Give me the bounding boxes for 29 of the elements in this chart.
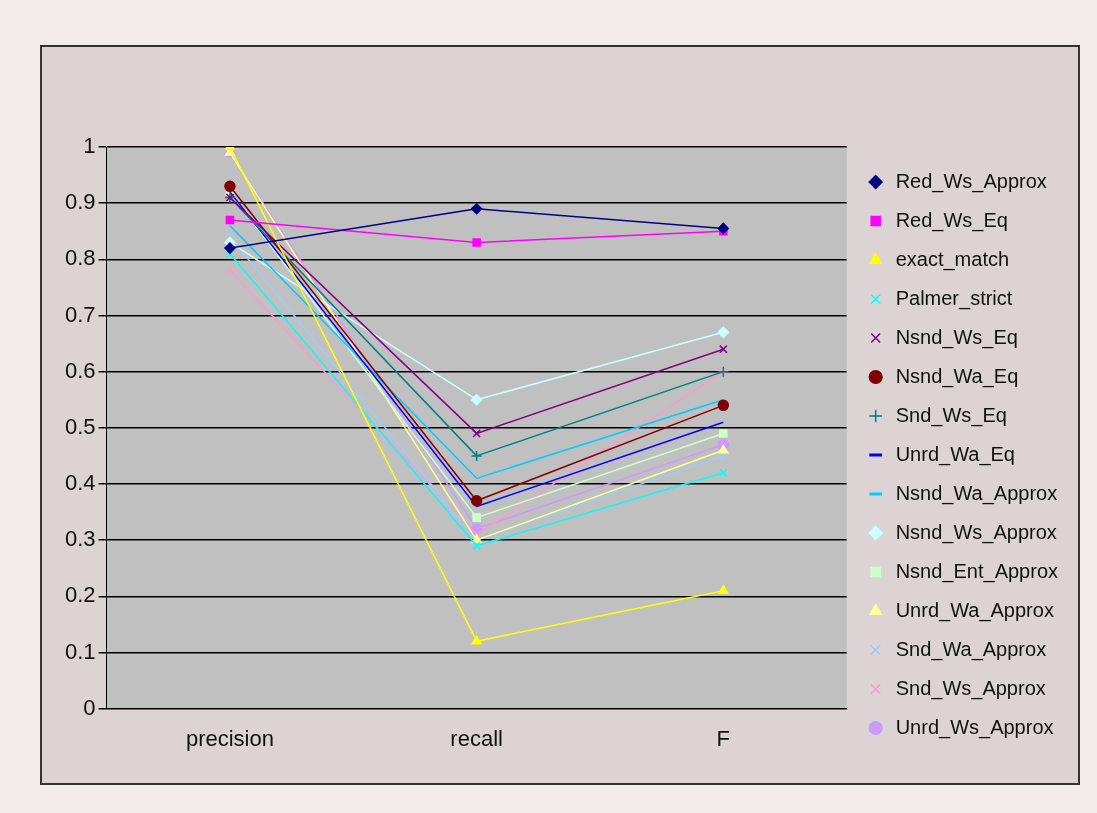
- legend-label: Nsnd_Wa_Eq: [895, 364, 1019, 388]
- y-tick-label: 0.7: [64, 301, 96, 327]
- x-tick-label: recall: [450, 725, 503, 751]
- legend-label: Palmer_strict: [895, 286, 1013, 310]
- x-tick-label: precision: [185, 725, 274, 751]
- y-tick-label: 0.3: [64, 526, 96, 552]
- legend-label: Red_Ws_Eq: [895, 208, 1008, 232]
- legend-label: Unrd_Ws_Approx: [895, 715, 1054, 739]
- legend-label: Unrd_Wa_Eq: [895, 442, 1015, 466]
- legend-label: Snd_Ws_Approx: [895, 676, 1046, 700]
- legend-label: Red_Ws_Approx: [895, 169, 1047, 193]
- y-tick-label: 0: [83, 694, 96, 720]
- legend-label: Snd_Ws_Eq: [895, 403, 1007, 427]
- y-tick-label: 0.8: [64, 245, 96, 271]
- y-tick-label: 0.9: [64, 189, 96, 215]
- legend-label: Nsnd_Ws_Eq: [895, 325, 1018, 349]
- legend-label: exact_match: [895, 247, 1010, 271]
- legend-label: Snd_Wa_Approx: [895, 637, 1047, 661]
- y-tick-label: 0.6: [64, 357, 96, 383]
- legend-label: Nsnd_Ws_Approx: [895, 520, 1057, 544]
- x-tick-label: F: [716, 725, 731, 751]
- y-tick-label: 0.5: [64, 413, 96, 439]
- legend-label: Nsnd_Wa_Approx: [895, 481, 1058, 505]
- legend-label: Unrd_Wa_Approx: [895, 598, 1054, 622]
- y-tick-label: 0.2: [64, 582, 96, 608]
- y-tick-label: 0.1: [64, 638, 96, 664]
- legend-label: Nsnd_Ent_Approx: [895, 559, 1058, 583]
- y-tick-label: 0.4: [64, 470, 96, 496]
- y-tick-label: 1: [83, 133, 96, 159]
